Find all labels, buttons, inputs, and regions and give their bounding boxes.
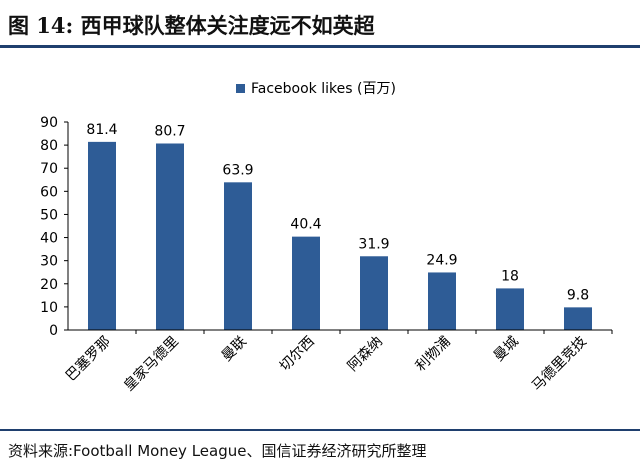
bar (360, 256, 388, 330)
y-tick-label: 80 (40, 138, 58, 154)
x-tick-label: 巴塞罗那 (62, 333, 114, 385)
legend: Facebook likes (百万) (236, 81, 396, 97)
source-note: 资料来源:Football Money League、国信证券经济研究所整理 (8, 442, 427, 460)
title-rule (0, 45, 640, 48)
data-label: 80.7 (154, 123, 185, 139)
y-tick-label: 50 (40, 207, 58, 223)
bar (496, 288, 524, 330)
bar (88, 141, 116, 330)
x-tick-label: 曼联 (219, 334, 250, 365)
data-label: 9.8 (567, 287, 589, 303)
y-tick-label: 20 (40, 277, 58, 293)
data-label: 81.4 (86, 122, 117, 138)
x-tick-label: 利物浦 (413, 334, 454, 375)
figure-title: 图 14: 西甲球队整体关注度远不如英超 (8, 13, 375, 38)
data-label: 40.4 (290, 217, 321, 233)
y-tick-label: 10 (40, 300, 58, 316)
y-axis: 0 10 20 30 40 50 60 70 80 90 (40, 115, 69, 339)
x-tick-label: 阿森纳 (345, 334, 386, 375)
x-tick-label: 曼城 (491, 334, 522, 365)
bar (564, 307, 592, 330)
x-axis: 巴塞罗那 皇家马德里 曼联 切尔西 阿森纳 利物浦 曼城 马德里竞技 (62, 329, 613, 395)
y-tick-label: 30 (40, 254, 58, 270)
bar (224, 182, 252, 330)
y-tick-label: 40 (40, 231, 58, 247)
bar (292, 236, 320, 330)
bar (156, 143, 184, 330)
y-tick-label: 90 (40, 115, 58, 131)
data-label: 63.9 (222, 162, 253, 178)
bars: 81.4 80.7 63.9 40.4 31.9 24.9 18 9.8 (86, 122, 592, 330)
bar-chart: Facebook likes (百万) 0102030405060708090 … (40, 81, 613, 395)
x-tick-label: 切尔西 (277, 334, 318, 375)
data-label: 31.9 (358, 236, 389, 252)
legend-label: Facebook likes (百万) (251, 81, 396, 97)
x-tick-label: 马德里竞技 (528, 333, 590, 395)
x-tick-label: 皇家马德里 (120, 333, 182, 395)
source-rule (0, 429, 640, 431)
data-label: 18 (501, 268, 519, 284)
y-tick-label: 70 (40, 161, 58, 177)
y-tick-label: 0 (49, 323, 58, 339)
y-tick-label: 60 (40, 184, 58, 200)
data-label: 24.9 (426, 252, 457, 268)
legend-swatch (236, 84, 245, 93)
bar (428, 272, 456, 330)
